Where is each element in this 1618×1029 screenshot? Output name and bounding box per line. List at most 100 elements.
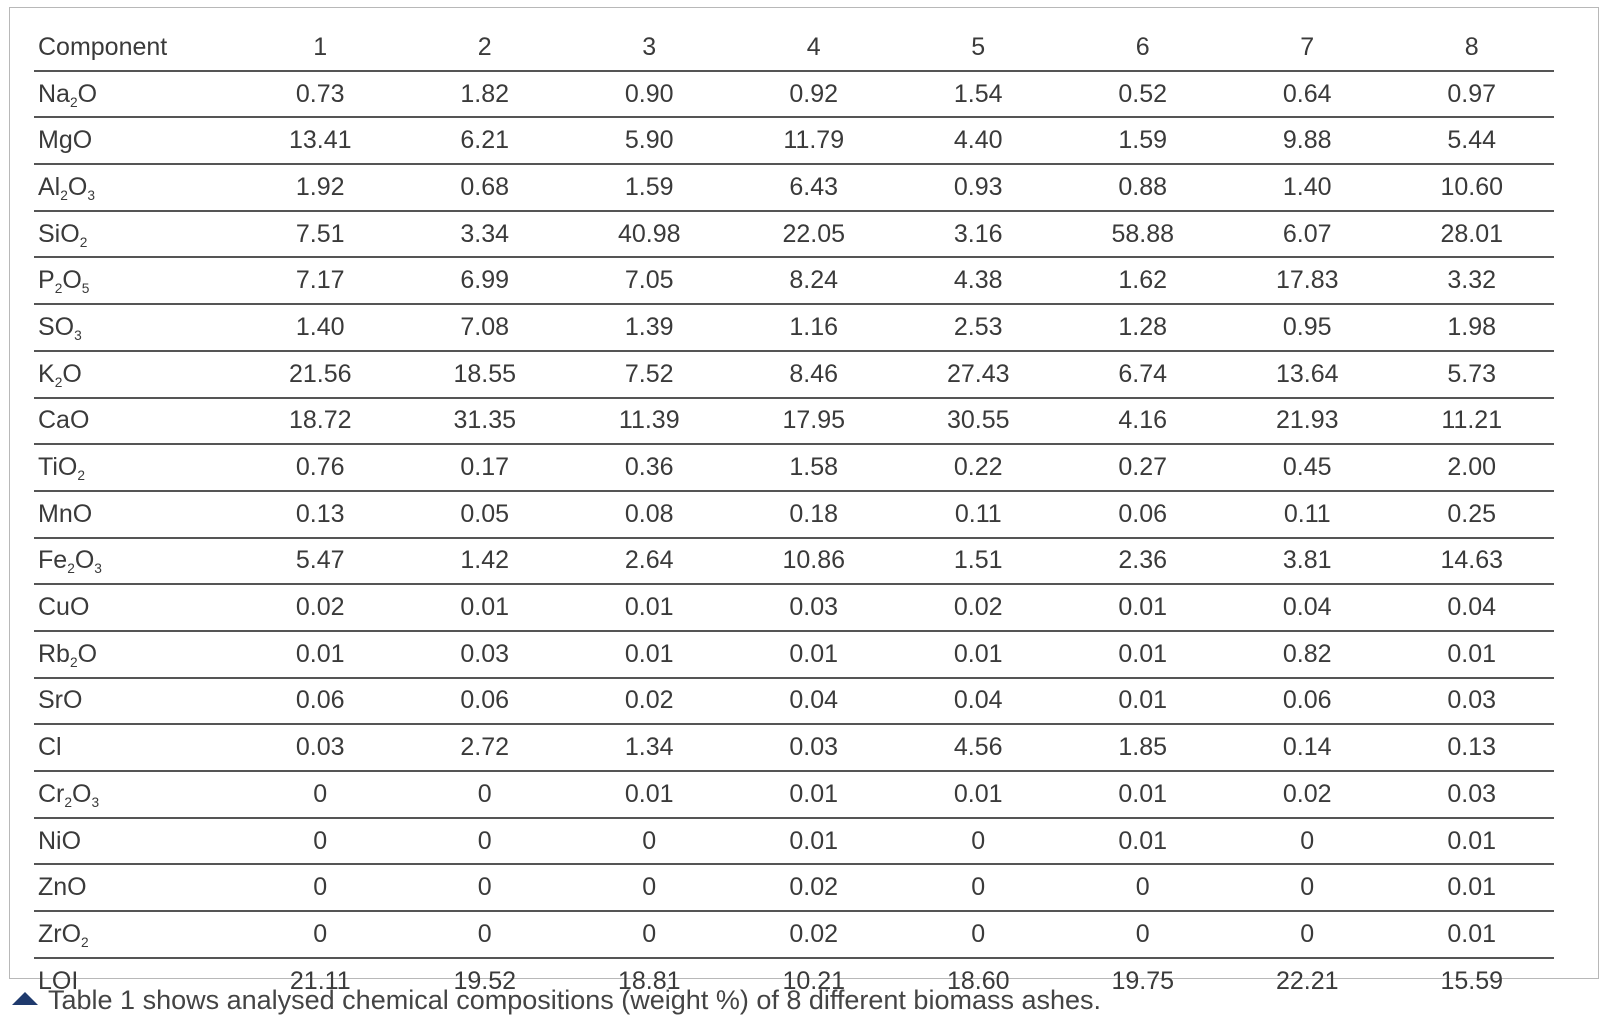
value-cell: 22.21 <box>1275 966 1339 995</box>
value-cell: 0.22 <box>896 444 1061 492</box>
component-base: Fe <box>38 546 68 575</box>
table-row: ZrO2 0 0 0 0.02 0 0 0 0.01 <box>34 911 1554 959</box>
component-base: SiO <box>38 219 80 248</box>
value-cell: 0.03 <box>731 584 896 632</box>
value-cell: 13.64 <box>1225 350 1390 399</box>
value-cell: 0.01 <box>1060 584 1225 632</box>
value-cell: 21.93 <box>1225 397 1390 446</box>
component-subscript: 2 <box>77 467 85 483</box>
component-subscript: 3 <box>74 327 82 343</box>
value-cell: 11.21 <box>1389 397 1554 446</box>
value-cell: 5.73 <box>1389 350 1554 399</box>
value-cell: 0.05 <box>402 490 567 539</box>
value-cell: 8.24 <box>731 257 896 306</box>
value-cell: 2.53 <box>896 304 1061 352</box>
value-cell: 0.52 <box>1060 70 1225 119</box>
value-cell: 0.11 <box>1225 490 1390 539</box>
value-cell: 19.75 <box>1111 966 1175 995</box>
value-cell: 1.59 <box>567 164 732 212</box>
value-cell: 0 <box>238 911 403 959</box>
component-subscript: 2 <box>81 934 89 950</box>
component-cell: Al2O3 <box>34 164 238 212</box>
component-tail: O <box>67 172 88 201</box>
value-cell: 0.45 <box>1225 444 1390 492</box>
table-row: CaO 18.72 31.35 11.39 17.95 30.55 4.16 21.93 11.… <box>34 397 1554 446</box>
component-cell: Na2O <box>34 70 238 119</box>
value-cell: 0 <box>402 771 567 819</box>
value-cell: 21.56 <box>238 350 403 399</box>
component-tail: O <box>77 79 98 108</box>
value-cell: 0.68 <box>402 164 567 212</box>
value-cell: 0 <box>238 817 403 866</box>
value-cell: 1.59 <box>1060 117 1225 166</box>
value-cell: 18.81 <box>617 966 681 995</box>
value-cell: 2.36 <box>1060 537 1225 586</box>
table-row: TiO2 0.76 0.17 0.36 1.58 0.22 0.27 0.45 2.00 <box>34 444 1554 492</box>
value-cell: 0.01 <box>238 630 403 679</box>
value-cell: 1.85 <box>1060 724 1225 772</box>
column-header: 3 <box>567 25 732 72</box>
value-cell: 10.21 <box>782 966 846 995</box>
value-cell: 3.34 <box>402 210 567 259</box>
table-row: MgO 13.41 6.21 5.90 11.79 4.40 1.59 9.88 5.44 <box>34 117 1554 166</box>
value-cell: 0.04 <box>731 677 896 726</box>
value-cell: 28.01 <box>1389 210 1554 259</box>
value-cell: 21.11 <box>289 966 351 995</box>
component-base: Rb <box>38 639 70 668</box>
value-cell: 0 <box>896 864 1061 913</box>
value-cell: 0 <box>896 911 1061 959</box>
triangle-up-icon <box>12 992 38 1005</box>
value-cell: 1.40 <box>1225 164 1390 212</box>
component-cell: TiO2 <box>34 444 238 492</box>
component-subscript: 3 <box>91 794 100 810</box>
value-cell: 11.39 <box>567 397 732 446</box>
component-subscript: 2 <box>67 561 75 577</box>
component-base: ZrO <box>38 919 82 948</box>
value-cell: 0.02 <box>238 584 403 632</box>
value-cell: 0.03 <box>1389 677 1554 726</box>
value-cell: 0 <box>402 911 567 959</box>
value-cell: 58.88 <box>1060 210 1225 259</box>
value-cell: 7.05 <box>567 257 732 306</box>
value-cell: 6.21 <box>402 117 567 166</box>
table-row: MnO 0.13 0.05 0.08 0.18 0.11 0.06 0.11 0.25 <box>34 490 1554 539</box>
component-base: MnO <box>38 499 93 528</box>
value-cell: 0.97 <box>1389 70 1554 119</box>
component-cell: Fe2O3 <box>34 537 238 586</box>
table-row: Cl 0.03 2.72 1.34 0.03 4.56 1.85 0.14 0.13 <box>34 724 1554 772</box>
value-cell: 7.17 <box>238 257 403 306</box>
value-cell: 40.98 <box>567 210 732 259</box>
value-cell: 27.43 <box>896 350 1061 399</box>
value-cell: 0.02 <box>1225 771 1390 819</box>
value-cell: 0 <box>567 864 732 913</box>
value-cell: 22.05 <box>731 210 896 259</box>
component-cell: CaO <box>34 397 238 446</box>
value-cell: 4.40 <box>896 117 1061 166</box>
value-cell: 0.14 <box>1225 724 1390 772</box>
value-cell: 9.88 <box>1225 117 1390 166</box>
table-row: ZnO 0 0 0 0.02 0 0 0 0.01 <box>34 864 1554 913</box>
value-cell: 5.44 <box>1389 117 1554 166</box>
value-cell: 10.86 <box>731 537 896 586</box>
value-cell: 0.36 <box>567 444 732 492</box>
component-cell: SrO <box>34 677 238 726</box>
value-cell: 1.98 <box>1389 304 1554 352</box>
value-cell: 0.27 <box>1060 444 1225 492</box>
value-cell: 1.28 <box>1060 304 1225 352</box>
value-cell: 0.11 <box>896 490 1061 539</box>
component-tail: O <box>72 779 92 808</box>
component-cell: K2O <box>34 350 238 399</box>
table-body: Na2O 0.73 1.82 0.90 0.92 1.54 0.52 0.64 0.97 MgO 1… <box>34 70 1554 1004</box>
component-base: NiO <box>38 826 82 855</box>
value-cell: 0.01 <box>731 771 896 819</box>
table-row: CuO 0.02 0.01 0.01 0.03 0.02 0.01 0.04 0.04 <box>34 584 1554 632</box>
column-header: 2 <box>402 25 567 72</box>
value-cell: 10.60 <box>1389 164 1554 212</box>
value-cell: 0.88 <box>1060 164 1225 212</box>
value-cell: 7.52 <box>567 350 732 399</box>
value-cell: 7.08 <box>402 304 567 352</box>
component-base: Na <box>38 79 70 108</box>
component-tail: O <box>77 639 98 668</box>
value-cell: 13.41 <box>238 117 403 166</box>
value-cell: 0 <box>1225 817 1390 866</box>
